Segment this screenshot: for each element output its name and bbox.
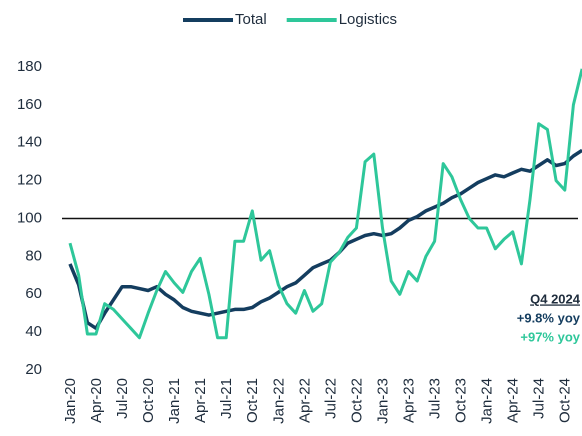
y-tick-label: 60 <box>25 285 42 302</box>
y-tick-label: 140 <box>17 134 42 151</box>
y-tick-label: 120 <box>17 172 42 189</box>
legend-label: Total <box>235 11 267 28</box>
y-tick-label: 100 <box>17 209 42 226</box>
x-tick-label: Oct-23 <box>453 378 470 423</box>
annotation-total: +9.8% yoy <box>517 310 581 325</box>
annotation-title: Q4 2024 <box>530 291 581 306</box>
y-tick-label: 180 <box>17 58 42 75</box>
x-tick-label: Jul-23 <box>427 378 444 419</box>
legend-label: Logistics <box>339 11 397 28</box>
x-tick-label: Apr-21 <box>192 378 209 423</box>
x-tick-label: Apr-24 <box>505 378 522 423</box>
y-tick-label: 20 <box>25 361 42 378</box>
x-tick-label: Apr-20 <box>88 378 105 423</box>
x-tick-label: Jul-22 <box>322 378 339 419</box>
x-tick-label: Jul-20 <box>114 378 131 419</box>
x-tick-label: Apr-22 <box>296 378 313 423</box>
y-tick-label: 160 <box>17 96 42 113</box>
line-series <box>68 148 582 331</box>
x-tick-label: Jan-23 <box>374 378 391 424</box>
x-tick-label: Jul-21 <box>218 378 235 419</box>
x-tick-label: Oct-24 <box>557 378 574 423</box>
annotation-logistics: +97% yoy <box>520 329 580 344</box>
x-tick-label: Oct-20 <box>140 378 157 423</box>
x-tick-label: Oct-22 <box>348 378 365 423</box>
x-tick-label: Jan-21 <box>166 378 183 424</box>
x-tick-label: Jul-24 <box>531 378 548 419</box>
y-tick-label: 40 <box>25 323 42 340</box>
x-tick-label: Oct-21 <box>244 378 261 423</box>
x-tick-label: Jan-24 <box>479 378 496 424</box>
x-tick-label: Jan-20 <box>62 378 79 424</box>
line-series <box>68 68 582 340</box>
y-tick-label: 80 <box>25 247 42 264</box>
x-tick-label: Apr-23 <box>400 378 417 423</box>
plot: 20 40 60 80 100 120 140 160 180 Jan-20 Apr-20 Jul-2… <box>17 11 582 424</box>
x-tick-label: Jan-22 <box>270 378 287 424</box>
